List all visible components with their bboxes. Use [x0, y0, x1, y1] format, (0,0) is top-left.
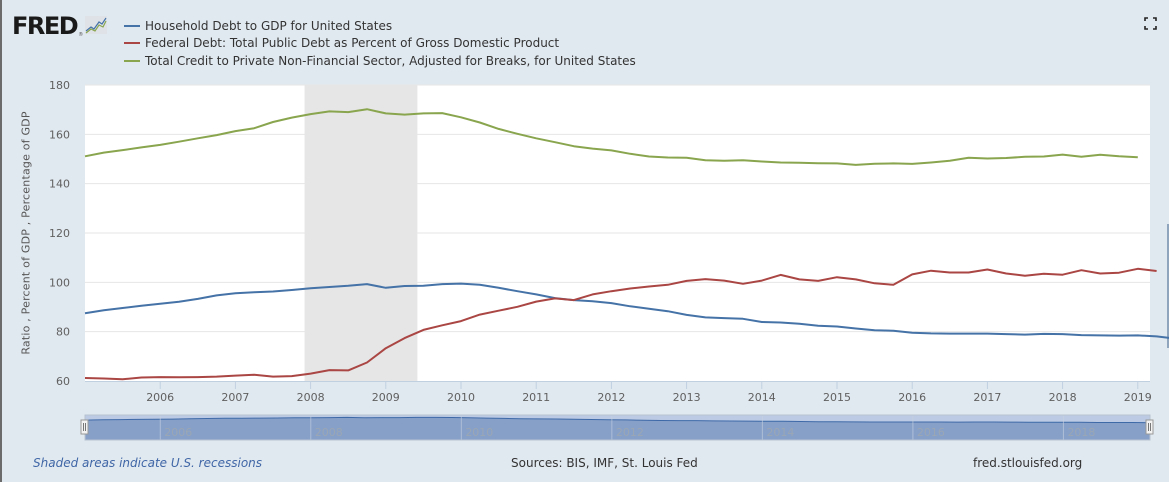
fred-site-link[interactable]: fred.stlouisfed.org [973, 456, 1083, 470]
legend-label-credit: Total Credit to Private Non-Financial Se… [145, 53, 636, 68]
navigator-tick-label: 2014 [766, 426, 794, 439]
fullscreen-icon[interactable] [1144, 17, 1157, 30]
legend-item-federal[interactable]: Federal Debt: Total Public Debt as Perce… [124, 35, 636, 53]
legend-swatch-household [124, 24, 140, 27]
x-tick-label: 2010 [447, 391, 475, 404]
navigator-area [85, 417, 1150, 440]
fred-graph-icon [85, 16, 108, 34]
navigator-tick-label: 2008 [315, 426, 343, 439]
x-tick-label: 2015 [823, 391, 851, 404]
x-tick-label: 2008 [297, 391, 325, 404]
fred-logo[interactable]: FRED ® [12, 12, 108, 42]
legend-label-federal: Federal Debt: Total Public Debt as Perce… [145, 36, 560, 51]
registered-mark: ® [78, 32, 84, 38]
x-tick-label: 2006 [146, 391, 174, 404]
page-scrollbar-edge[interactable] [1167, 224, 1169, 348]
y-tick-label: 160 [49, 128, 70, 141]
series-line-credit[interactable] [84, 108, 1138, 166]
window-left-border [0, 0, 2, 482]
x-tick-label: 2017 [973, 391, 1001, 404]
x-tick-label: 2019 [1124, 391, 1152, 404]
legend-swatch-credit [124, 59, 140, 62]
y-tick-label: 140 [49, 178, 70, 191]
y-tick-label: 60 [56, 375, 70, 388]
x-tick-label: 2016 [898, 391, 926, 404]
navigator-tick-label: 2010 [465, 426, 493, 439]
y-tick-label: 120 [49, 227, 70, 240]
legend-item-household[interactable]: Household Debt to GDP for United States [124, 17, 636, 35]
x-tick-label: 2014 [748, 391, 776, 404]
x-tick-label: 2011 [522, 391, 550, 404]
handle-body[interactable] [80, 419, 89, 435]
legend-swatch-federal [124, 42, 140, 45]
navigator-handle-left[interactable] [80, 419, 89, 435]
fred-logo-text: FRED [12, 12, 79, 40]
navigator-line [84, 416, 1151, 424]
y-tick-label: 180 [49, 79, 70, 92]
navigator-tick-label: 2016 [917, 426, 945, 439]
recession-note-link[interactable]: Shaded areas indicate U.S. recessions [33, 456, 263, 470]
x-tick-label: 2012 [597, 391, 625, 404]
x-tick-label: 2009 [372, 391, 400, 404]
handle-body[interactable] [1145, 419, 1154, 435]
x-tick-label: 2018 [1049, 391, 1077, 404]
series-line-federal[interactable] [84, 267, 1157, 381]
legend-label-household: Household Debt to GDP for United States [145, 18, 393, 33]
x-tick-label: 2007 [221, 391, 249, 404]
x-tick-label: 2013 [673, 391, 701, 404]
chart-legend: Household Debt to GDP for United States … [124, 17, 636, 70]
sources-text: Sources: BIS, IMF, St. Louis Fed [511, 456, 698, 470]
navigator-tick-label: 2006 [164, 426, 192, 439]
navigator-tick-label: 2018 [1067, 426, 1095, 439]
legend-item-credit[interactable]: Total Credit to Private Non-Financial Se… [124, 52, 636, 70]
navigator-handle-right[interactable] [1145, 419, 1154, 435]
navigator-tick-label: 2012 [616, 426, 644, 439]
series-line-household[interactable] [84, 282, 1169, 342]
y-tick-label: 80 [56, 326, 70, 339]
y-tick-label: 100 [49, 276, 70, 289]
